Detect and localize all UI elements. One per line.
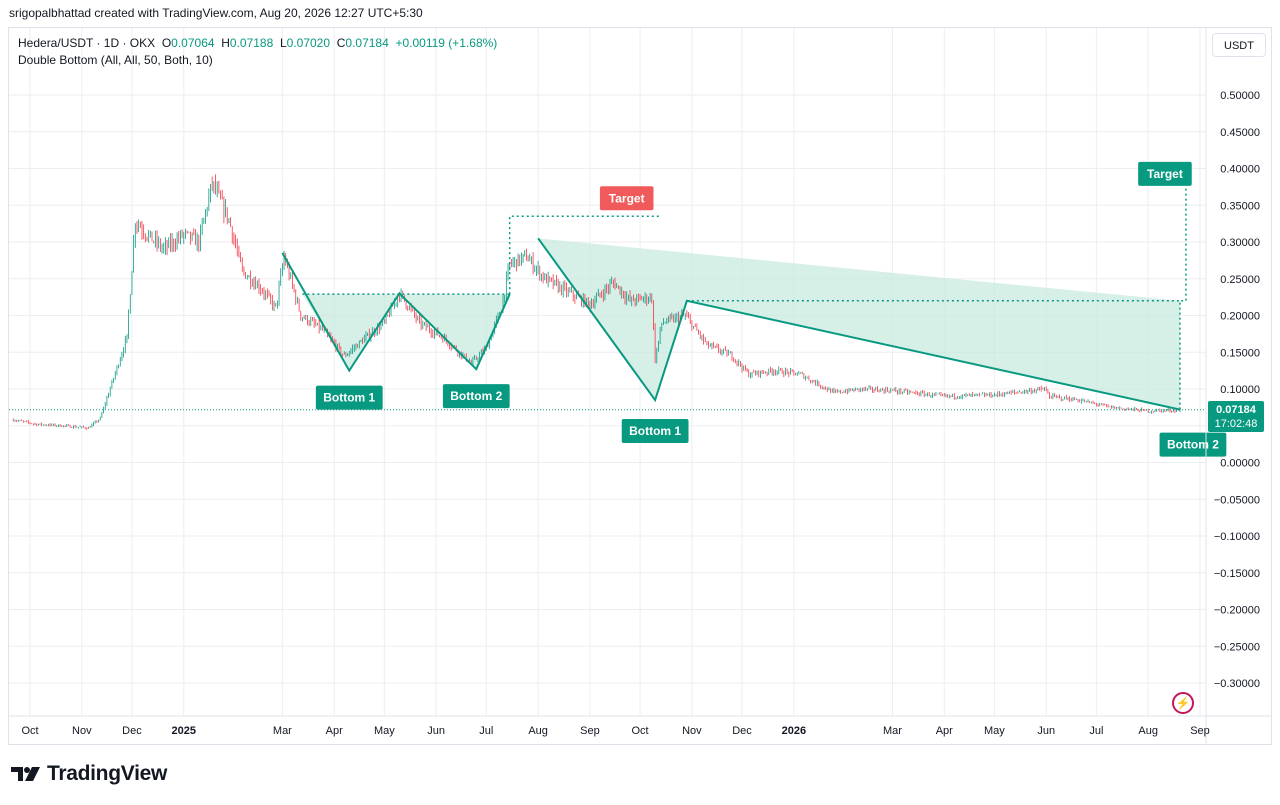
grid: [9, 28, 1206, 716]
open-value: 0.07064: [171, 36, 215, 50]
x-tick-label: Apr: [326, 725, 343, 737]
candles: [12, 174, 1181, 430]
target-label-pending-box: [1138, 161, 1192, 186]
y-tick-label: 0.15000: [1220, 347, 1260, 359]
symbol-info[interactable]: Hedera/USDT · 1D · OKX: [18, 36, 156, 50]
x-tick-label: Oct: [632, 725, 649, 737]
y-tick-label: 0.45000: [1220, 127, 1260, 139]
bottom-1-label: Bottom 1: [323, 391, 375, 405]
x-tick-label: May: [374, 725, 395, 737]
y-tick-label: −0.30000: [1214, 678, 1260, 690]
bottom-1-label: Bottom 1: [629, 424, 681, 438]
y-tick-label: 0.30000: [1220, 237, 1260, 249]
bottom-1-label-box: [621, 419, 689, 444]
tradingview-logo[interactable]: TradingView: [11, 762, 167, 786]
x-tick-label: Mar: [273, 725, 292, 737]
bottom-2-label-box: [1159, 432, 1227, 457]
symbol-legend[interactable]: Hedera/USDT · 1D · OKX O0.07064 H0.07188…: [18, 35, 497, 69]
x-tick-label: Jun: [1037, 725, 1055, 737]
x-tick-label: Nov: [72, 725, 92, 737]
bottom-2-label-box: [442, 384, 510, 409]
x-tick-label: Oct: [21, 725, 38, 737]
target-label-hit-box: [599, 186, 654, 211]
x-tick-label: Aug: [1138, 725, 1158, 737]
x-tick-label: Sep: [580, 725, 600, 737]
y-tick-label: −0.05000: [1214, 494, 1260, 506]
chart-caption: srigopalbhattad created with TradingView…: [9, 6, 423, 20]
target-label-hit: Target: [609, 191, 645, 205]
x-tick-label: Aug: [528, 725, 548, 737]
time-axis: Oct Nov Dec 2025 Mar Apr May Jun Jul Aug Sep Oct Nov…: [9, 715, 1271, 737]
x-tick-label: Dec: [732, 725, 752, 737]
tradingview-logo-icon: [11, 767, 40, 781]
low-label: L: [279, 36, 287, 50]
target-projection: [508, 215, 660, 295]
target-projection: [1179, 186, 1187, 410]
last-price-value: 0.07184: [1216, 404, 1256, 416]
y-tick-label: −0.25000: [1214, 641, 1260, 653]
y-tick-label: 0.50000: [1220, 90, 1260, 102]
bottom-2-label: Bottom 2: [450, 389, 502, 403]
currency-unit-button[interactable]: USDT: [1212, 33, 1266, 57]
pattern-lines: [281, 186, 1187, 411]
pattern-fill: [302, 238, 1180, 410]
pattern-fill-area: [538, 238, 1180, 410]
y-tick-label: 0.25000: [1220, 274, 1260, 286]
y-tick-label: 0.00000: [1220, 458, 1260, 470]
bottom-1-label-box: [315, 385, 383, 410]
y-tick-label: 0.35000: [1220, 200, 1260, 212]
target-label-pending: Target: [1147, 167, 1183, 181]
change-value: +0.00119 (+1.68%): [395, 36, 498, 50]
x-tick-label: Nov: [682, 725, 702, 737]
x-tick-label: Apr: [936, 725, 953, 737]
y-tick-label: 0.10000: [1220, 384, 1260, 396]
y-tick-label: −0.15000: [1214, 568, 1260, 580]
x-tick-label: 2025: [172, 725, 196, 737]
close-value: 0.07184: [345, 36, 389, 50]
x-tick-label: Sep: [1190, 725, 1210, 737]
x-tick-label: Jul: [479, 725, 493, 737]
descending-trendline: [686, 300, 1181, 411]
x-tick-label: May: [984, 725, 1005, 737]
pattern-zigzag: [537, 237, 1181, 411]
chart-pane[interactable]: [8, 27, 1272, 745]
bar-countdown: 17:02:48: [1214, 418, 1258, 430]
close-label: C: [336, 36, 346, 50]
last-price-tag: 0.07184 17:02:48: [1208, 401, 1264, 432]
bottom-2-label: Bottom 2: [1167, 438, 1219, 452]
y-tick-label: 0.20000: [1220, 311, 1260, 323]
lightning-icon[interactable]: ⚡: [1172, 692, 1194, 714]
x-tick-label: Mar: [883, 725, 902, 737]
indicator-legend[interactable]: Double Bottom (All, All, 50, Both, 10): [18, 53, 213, 67]
price-axis: 0.50000 0.45000 0.40000 0.35000 0.30000 0.250…: [1205, 28, 1260, 744]
x-tick-label: Jul: [1089, 725, 1103, 737]
high-value: 0.07188: [229, 36, 274, 50]
y-tick-label: −0.10000: [1214, 531, 1260, 543]
open-label: O: [161, 36, 172, 50]
x-tick-label: Dec: [122, 725, 142, 737]
high-label: H: [221, 36, 230, 50]
y-tick-label: 0.40000: [1220, 164, 1260, 176]
brand-name: TradingView: [47, 762, 168, 785]
pattern-labels: Bottom 1 Bottom 2 Target Bottom 1 Bottom 2 Ta…: [315, 161, 1227, 457]
low-value: 0.07020: [286, 36, 331, 50]
x-tick-label: 2026: [782, 725, 806, 737]
x-tick-label: Jun: [427, 725, 445, 737]
y-tick-label: −0.20000: [1214, 605, 1260, 617]
